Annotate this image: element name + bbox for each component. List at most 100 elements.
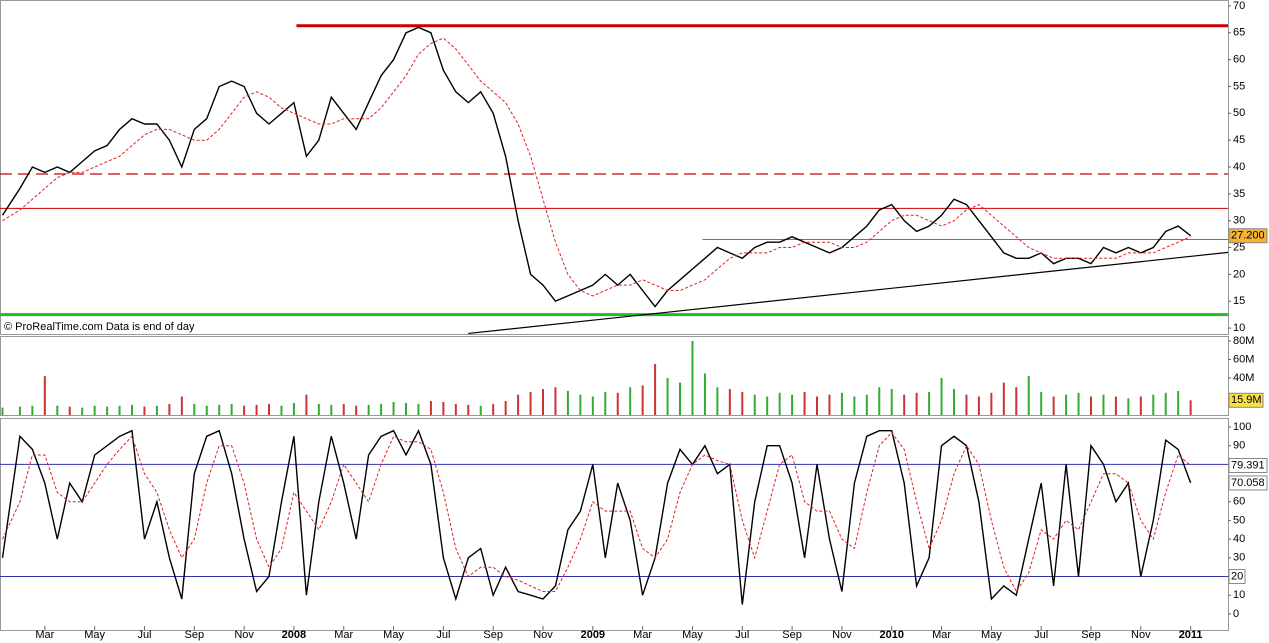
volume-bar (579, 394, 582, 415)
value-box-label: 15.9M (1231, 394, 1262, 406)
series-line (1, 26, 1192, 308)
volume-bar (703, 373, 706, 415)
volume-bar (18, 406, 21, 415)
x-tick-label: May (84, 629, 105, 641)
volume-bar (1002, 382, 1005, 415)
x-tick-label: Nov (234, 629, 254, 641)
volume-bar (442, 402, 445, 415)
panel-frame (0, 418, 1229, 631)
volume-bar (1189, 400, 1192, 415)
volume-bar (691, 340, 694, 415)
x-tick-label: May (383, 629, 404, 641)
y-tick-label: 100 (1233, 421, 1251, 433)
x-tick-label: Jul (436, 629, 450, 641)
volume-bar (255, 404, 258, 415)
x-tick-label: Nov (832, 629, 852, 641)
y-tick-label: 50 (1233, 514, 1245, 526)
volume-bar (405, 402, 408, 415)
y-tick-label: 30 (1233, 215, 1245, 227)
volume-bar (106, 406, 109, 415)
volume-bar (330, 404, 333, 415)
volume-bar (479, 405, 482, 415)
volume-bar (68, 406, 71, 415)
volume-bar (193, 403, 196, 415)
value-box (1228, 475, 1268, 491)
volume-bar (243, 405, 246, 415)
volume-bar (1152, 394, 1155, 415)
volume-bar (467, 404, 470, 415)
volume-bar (878, 387, 881, 415)
volume-bar (280, 405, 283, 415)
volume-bar (292, 402, 295, 415)
x-tick-label: Sep (483, 629, 503, 641)
volume-bar (716, 387, 719, 415)
volume-bar (865, 394, 868, 415)
x-tick-label: 2010 (879, 629, 903, 641)
volume-bar (1015, 387, 1018, 415)
volume-bar (93, 405, 96, 415)
x-tick-label: Jul (137, 629, 151, 641)
volume-bar (1164, 392, 1167, 415)
volume-bar (965, 394, 968, 415)
value-box (1228, 569, 1246, 585)
x-tick-label: 2008 (282, 629, 306, 641)
volume-bar (529, 391, 532, 415)
y-tick-label: 40M (1233, 372, 1254, 384)
y-tick-label: 90 (1233, 440, 1245, 452)
volume-bar (367, 404, 370, 415)
volume-bar (666, 377, 669, 415)
y-tick-label: 60 (1233, 496, 1245, 508)
volume-bar (803, 391, 806, 415)
series-line (2, 431, 1191, 593)
value-box-label: 27.200 (1231, 230, 1265, 242)
volume-bar (492, 403, 495, 415)
x-tick-label: Nov (1131, 629, 1151, 641)
y-tick-label: 80M (1233, 335, 1254, 347)
volume-bar (753, 394, 756, 415)
x-tick-label: Mar (35, 629, 54, 641)
x-tick-label: Jul (1034, 629, 1048, 641)
volume-bar (741, 391, 744, 415)
volume-bar (903, 394, 906, 415)
y-tick-label: 10 (1233, 322, 1245, 334)
value-box-label: 70.058 (1231, 477, 1265, 489)
volume-bar (417, 403, 420, 415)
y-tick-label: 10 (1233, 589, 1245, 601)
x-tick-label: Mar (334, 629, 353, 641)
x-tick-label: Sep (782, 629, 802, 641)
volume-bar (1065, 394, 1068, 415)
volume-bar (380, 403, 383, 415)
volume-bar (1077, 392, 1080, 415)
x-tick-label: May (981, 629, 1002, 641)
volume-bar (816, 396, 819, 415)
y-tick-label: 45 (1233, 134, 1245, 146)
series-line (2, 37, 1191, 297)
series-line (1, 428, 1192, 605)
y-tick-label: 0 (1233, 608, 1239, 620)
y-tick-label: 35 (1233, 188, 1245, 200)
volume-bar (1, 407, 4, 415)
volume-bar (131, 404, 134, 415)
x-tick-label: Sep (184, 629, 204, 641)
value-box (1228, 458, 1268, 474)
value-box (1228, 228, 1268, 244)
y-tick-label: 60M (1233, 353, 1254, 365)
volume-bar (392, 402, 395, 415)
value-box-label: 20 (1231, 570, 1243, 582)
volume-bar (1102, 394, 1105, 415)
volume-bar (168, 403, 171, 415)
y-tick-label: 20 (1233, 268, 1245, 280)
panel-frame (0, 336, 1229, 416)
volume-bar (915, 392, 918, 415)
x-tick-label: May (682, 629, 703, 641)
volume-bar (977, 396, 980, 415)
volume-bar (118, 405, 121, 415)
volume-bar (840, 392, 843, 415)
y-tick-label: 15 (1233, 295, 1245, 307)
volume-bar (504, 401, 507, 415)
volume-bar (1040, 391, 1043, 415)
y-tick-label: 40 (1233, 533, 1245, 545)
volume-bar (654, 364, 657, 415)
volume-bar (890, 389, 893, 415)
